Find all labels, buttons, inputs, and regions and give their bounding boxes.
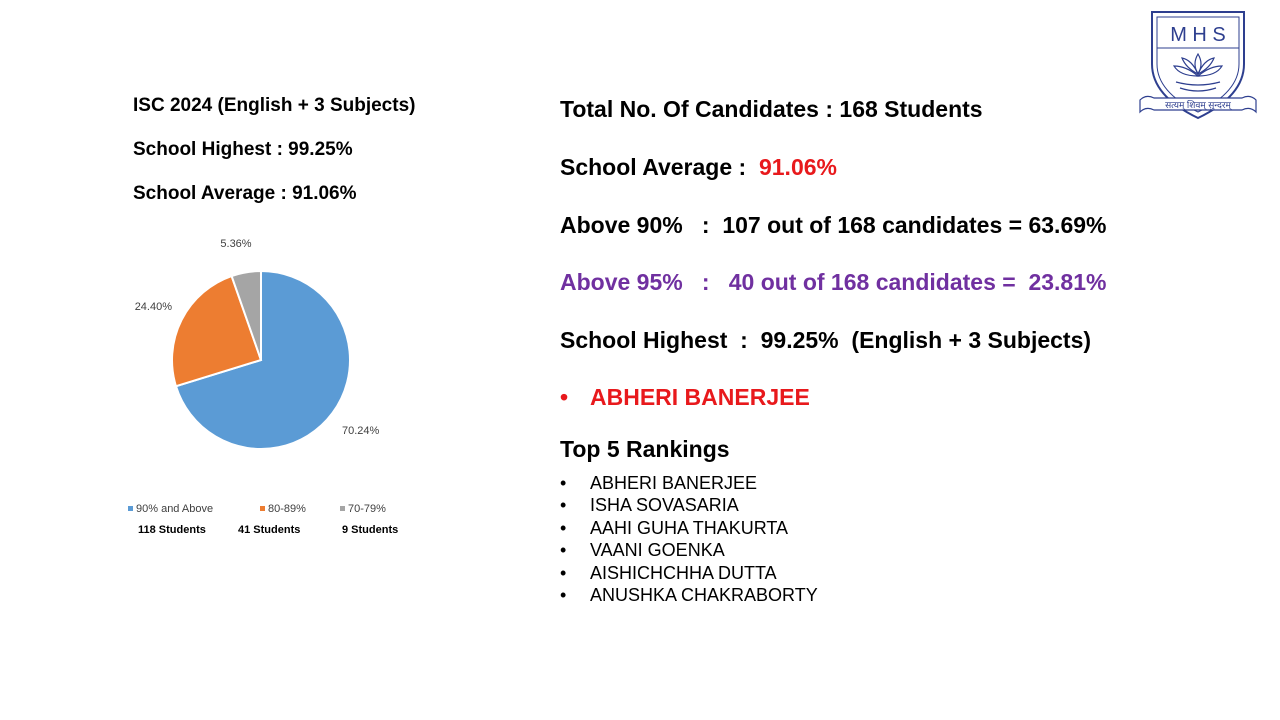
legend-swatch: [128, 506, 133, 511]
legend-swatch: [260, 506, 265, 511]
list-item: • AISHICHCHHA DUTTA: [560, 562, 818, 584]
bullet: •: [560, 473, 567, 493]
legend-label: 90% and Above: [136, 503, 213, 515]
ranking-name: VAANI GOENKA: [590, 540, 725, 561]
school-highest-line: School Highest : 99.25% (English + 3 Sub…: [560, 327, 1092, 353]
rankings-title: Top 5 Rankings: [560, 436, 730, 462]
ranking-name: AISHICHCHHA DUTTA: [590, 562, 777, 583]
bullet: •: [560, 495, 567, 516]
school-average-value: 91.06%: [758, 154, 837, 180]
pie-slice: [230, 269, 262, 361]
list-item: • AAHI GUHA THAKURTA: [560, 517, 818, 539]
crest-letters: M H S: [1170, 24, 1226, 46]
list-item: • VAANI GOENKA: [560, 539, 818, 561]
pie-chart: 70.24% 24.40% 5.36% 90% and Above 118 Stude…: [128, 238, 398, 536]
list-item: • ANUSHKA CHAKRABORTY: [560, 584, 818, 606]
slice-value-label: 5.36%: [220, 238, 251, 250]
total-candidates: Total No. Of Candidates : 168 Students: [560, 96, 983, 122]
bullet: •: [560, 585, 567, 606]
topper-name: ABHERI BANERJEE: [590, 384, 810, 410]
left-school-average: School Average : 91.06%: [133, 183, 357, 204]
ranking-name: AAHI GUHA THAKURTA: [590, 517, 789, 538]
legend-label: 80-89%: [268, 503, 306, 515]
bullet: •: [560, 517, 567, 538]
above-90-line: Above 90% : 107 out of 168 candidates = …: [560, 212, 1107, 238]
school-crest-logo: M H S सत्यम् शिवम् सुन्दरम्: [1139, 11, 1257, 120]
legend-label: 70-79%: [348, 503, 386, 515]
pie-slice: [171, 274, 263, 388]
legend-count: 9 Students: [342, 524, 398, 536]
legend-count: 41 Students: [238, 524, 300, 536]
legend-swatch: [340, 506, 345, 511]
left-school-highest: School Highest : 99.25%: [133, 139, 353, 160]
ranking-name: ISHA SOVASARIA: [590, 495, 739, 516]
above-95-line: Above 95% : 40 out of 168 candidates = 2…: [560, 269, 1107, 295]
ranking-name: ABHERI BANERJEE: [590, 473, 758, 493]
bullet: •: [560, 384, 569, 410]
slice-value-label: 24.40%: [135, 301, 173, 313]
school-average-line: School Average : 91.06%: [560, 154, 837, 181]
bullet: •: [560, 540, 567, 561]
bullet: •: [560, 562, 567, 583]
slice-value-label: 70.24%: [342, 425, 380, 437]
ranking-name: ANUSHKA CHAKRABORTY: [590, 585, 818, 606]
legend-count: 118 Students: [138, 524, 206, 536]
crest-motto: सत्यम् शिवम् सुन्दरम्: [1165, 99, 1233, 111]
list-item: • ABHERI BANERJEE: [560, 472, 818, 494]
pie-slice: [174, 269, 351, 450]
rankings-list: • ABHERI BANERJEE • ISHA SOVASARIA • AAHI G…: [560, 472, 818, 606]
exam-title: ISC 2024 (English + 3 Subjects): [133, 95, 416, 116]
list-item: • ISHA SOVASARIA: [560, 494, 818, 516]
school-average-label: School Average :: [560, 154, 759, 180]
topper-line: • ABHERI BANERJEE: [560, 384, 810, 411]
